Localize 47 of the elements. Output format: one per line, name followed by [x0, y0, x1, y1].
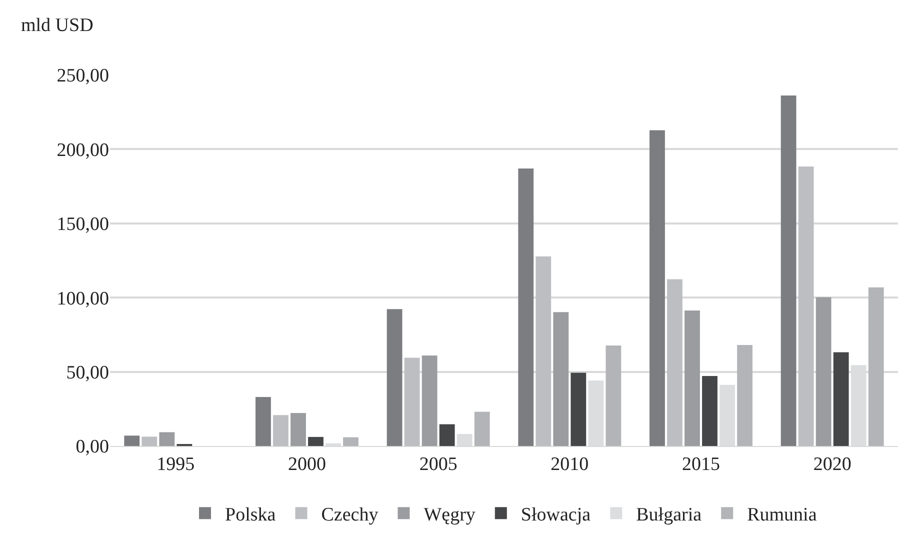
x-tick-label: 2005 — [419, 454, 458, 475]
bar — [570, 372, 586, 446]
legend-label: Polska — [225, 504, 276, 526]
y-tick-label: 0,00 — [76, 436, 109, 458]
bar — [142, 436, 158, 446]
legend-label: Słowacja — [520, 504, 592, 526]
bar — [386, 309, 402, 446]
bar — [474, 412, 490, 446]
bar — [650, 130, 665, 446]
y-tick-label: 250,00 — [56, 66, 109, 87]
bar — [439, 424, 455, 446]
bar — [780, 95, 796, 446]
bar — [553, 312, 569, 446]
y-tick-label: 200,00 — [56, 140, 109, 161]
bar — [518, 168, 534, 446]
bar — [667, 279, 682, 446]
bar — [684, 310, 700, 446]
x-tick-label: 1995 — [156, 454, 195, 475]
y-tick-label: 100,00 — [56, 288, 109, 310]
bar — [273, 415, 288, 446]
bar — [606, 346, 622, 446]
bar — [343, 437, 358, 446]
bar — [290, 413, 306, 446]
bar — [159, 432, 175, 446]
bar — [702, 376, 718, 446]
bar — [833, 352, 849, 446]
y-axis-title: mld USD — [21, 15, 94, 36]
x-tick-label: 2015 — [682, 454, 720, 475]
legend-label: Rumunia — [747, 504, 818, 526]
bar — [798, 166, 814, 446]
y-tick-label: 50,00 — [66, 362, 109, 384]
bar — [404, 358, 420, 446]
legend-label: Węgry — [424, 504, 476, 526]
bar — [816, 297, 832, 446]
bar — [256, 397, 271, 446]
bar — [308, 436, 324, 446]
legend-label: Bułgaria — [636, 504, 702, 526]
bar — [124, 436, 140, 446]
y-tick-label: 150,00 — [56, 214, 109, 236]
x-tick-label: 2020 — [813, 454, 852, 475]
legend-label: Czechy — [321, 504, 379, 526]
bar — [868, 287, 884, 446]
bar — [737, 344, 752, 446]
x-tick-label: 2010 — [550, 454, 589, 475]
bar — [422, 355, 438, 446]
x-tick-label: 2000 — [288, 454, 326, 475]
bar — [536, 256, 552, 446]
